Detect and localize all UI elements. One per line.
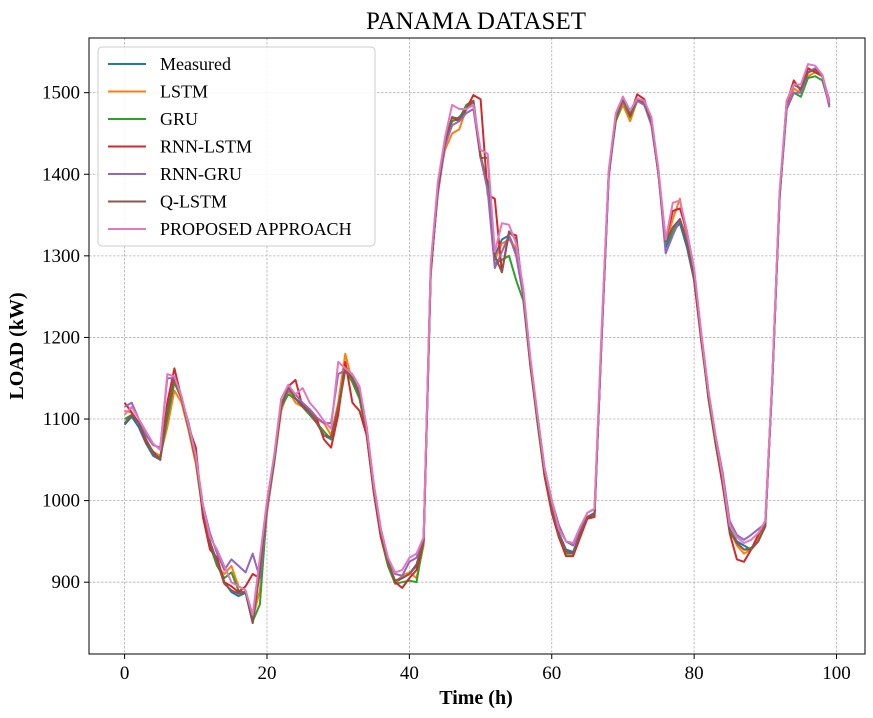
legend-label-gru: GRU [160, 109, 198, 129]
x-tick-label: 80 [685, 663, 704, 684]
y-tick-label: 1400 [42, 164, 80, 185]
x-tick-label: 40 [400, 663, 419, 684]
x-axis-label: Time (h) [439, 687, 513, 709]
series-lines [123, 63, 831, 624]
x-axis-ticks: 0 20 40 60 80 100 [120, 654, 851, 684]
y-tick-label: 1500 [42, 83, 80, 104]
y-tick-label: 1100 [43, 409, 80, 430]
plot-frame [88, 37, 866, 655]
legend-label-measured: Measured [160, 54, 231, 74]
legend-label-proposed-approach: PROPOSED APPROACH [160, 219, 352, 239]
y-axis-ticks: 900 1000 1100 1200 1300 1400 1500 [42, 83, 89, 593]
x-tick-label: 60 [542, 663, 561, 684]
legend-label-q-lstm: Q-LSTM [160, 192, 227, 212]
legend-label-lstm: LSTM [160, 82, 208, 102]
x-tick-label: 0 [120, 663, 130, 684]
legend-box [97, 46, 376, 247]
y-axis-label: LOAD (kW) [6, 292, 28, 399]
chart-title: PANAMA DATASET [366, 8, 586, 35]
y-tick-label: 1000 [42, 491, 80, 512]
series-line-proposed-approach [123, 63, 831, 616]
y-tick-label: 1300 [42, 246, 80, 267]
legend: Measured LSTM GRU RNN-LSTM RNN-GRU Q-LSTM PROP… [97, 46, 376, 247]
x-tick-label: 100 [822, 663, 851, 684]
grid-lines [89, 38, 865, 654]
legend-label-rnn-lstm: RNN-LSTM [160, 137, 252, 157]
y-tick-label: 900 [52, 572, 81, 593]
legend-label-rnn-gru: RNN-GRU [160, 164, 242, 184]
x-tick-label: 20 [257, 663, 276, 684]
y-tick-label: 1200 [42, 327, 80, 348]
